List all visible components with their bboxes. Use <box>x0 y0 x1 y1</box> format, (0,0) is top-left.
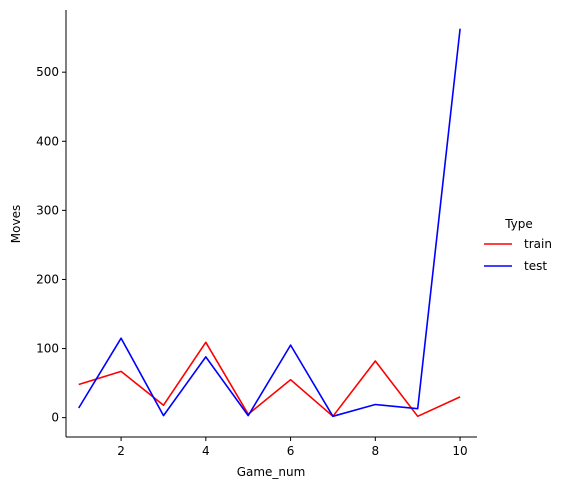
x-tick-label: 2 <box>117 444 125 458</box>
x-tick-label: 4 <box>202 444 210 458</box>
legend-label-train: train <box>524 237 552 251</box>
x-tick-label: 8 <box>371 444 379 458</box>
x-axis-label: Game_num <box>237 465 306 479</box>
legend-label-test: test <box>524 259 547 273</box>
y-tick-label: 400 <box>36 134 59 148</box>
y-tick-label: 300 <box>36 203 59 217</box>
x-tick-label: 10 <box>452 444 467 458</box>
y-tick-label: 200 <box>36 272 59 286</box>
legend: Type train test <box>484 217 552 273</box>
y-axis-label: Moves <box>9 205 23 243</box>
series-lines <box>78 28 461 418</box>
y-tick-label: 100 <box>36 342 59 356</box>
series-line-test <box>78 28 461 418</box>
x-tick-label: 6 <box>287 444 295 458</box>
legend-title: Type <box>504 217 533 231</box>
y-tick-label: 500 <box>36 65 59 79</box>
series-line-train <box>78 341 461 418</box>
y-tick-label: 0 <box>51 411 59 425</box>
